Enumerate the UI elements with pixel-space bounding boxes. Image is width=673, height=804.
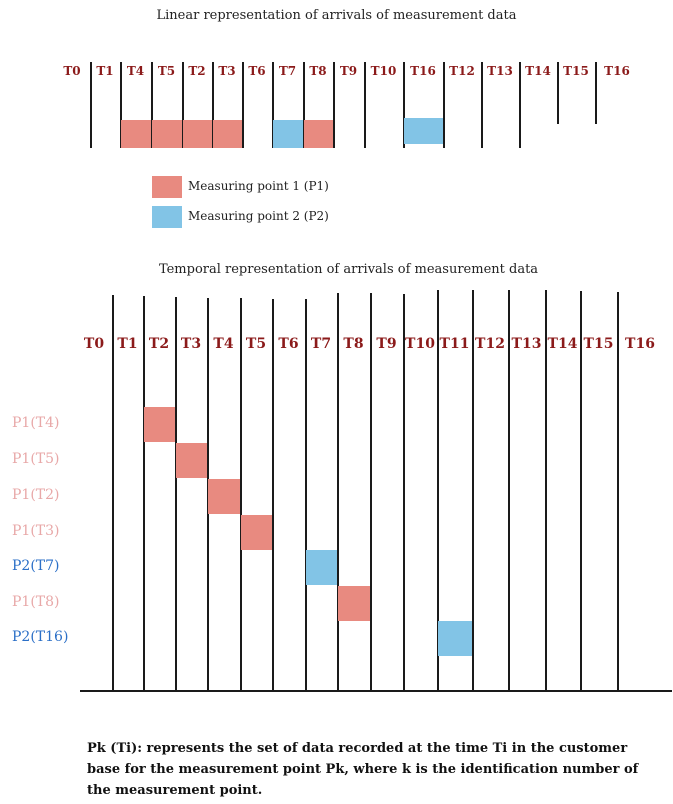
row-label: P2(T16) xyxy=(12,629,69,645)
linear-label: T16 xyxy=(410,64,436,78)
temporal-divider xyxy=(370,293,372,690)
linear-title: Linear representation of arrivals of mea… xyxy=(156,8,517,23)
linear-cell-p1 xyxy=(304,120,333,148)
linear-label: T14 xyxy=(525,64,551,78)
temporal-cell-p1 xyxy=(208,479,240,514)
temporal-cell-p1 xyxy=(338,586,370,621)
temporal-label: T9 xyxy=(376,336,397,352)
temporal-divider xyxy=(403,294,405,690)
temporal-label: T4 xyxy=(213,336,234,352)
legend-label: Measuring point 2 (P2) xyxy=(188,209,329,223)
linear-label: T5 xyxy=(157,64,176,78)
linear-label: T2 xyxy=(188,64,206,78)
temporal-label: T16 xyxy=(625,336,655,352)
row-label: P1(T8) xyxy=(12,594,60,610)
row-label: P1(T2) xyxy=(12,487,60,503)
linear-divider xyxy=(182,62,184,148)
linear-divider xyxy=(481,62,483,148)
temporal-label: T13 xyxy=(511,336,542,352)
linear-divider xyxy=(595,62,597,124)
linear-label: T16 xyxy=(604,64,630,78)
linear-divider xyxy=(333,62,335,148)
linear-cell-p1 xyxy=(121,120,151,148)
temporal-cell-p2 xyxy=(306,550,337,585)
temporal-cell-p1 xyxy=(176,443,207,478)
linear-label: T13 xyxy=(487,64,513,78)
linear-cell-p2 xyxy=(404,118,443,144)
linear-cell-p1 xyxy=(152,120,182,148)
linear-label: T1 xyxy=(96,64,114,78)
temporal-label: T11 xyxy=(439,336,470,352)
temporal-label: T1 xyxy=(117,336,138,352)
temporal-label: T2 xyxy=(148,336,170,352)
linear-divider xyxy=(272,62,274,148)
temporal-divider xyxy=(175,297,177,690)
linear-divider xyxy=(242,62,244,148)
temporal-label: T7 xyxy=(310,336,332,352)
temporal-label: T8 xyxy=(343,336,364,352)
temporal-divider xyxy=(437,290,439,690)
linear-label: T8 xyxy=(309,64,327,78)
temporal-title: Temporal representation of arrivals of m… xyxy=(158,262,539,277)
temporal-label: T14 xyxy=(547,336,578,352)
linear-label: T12 xyxy=(449,64,475,78)
linear-label: T3 xyxy=(218,64,236,78)
linear-divider xyxy=(120,62,122,148)
linear-divider xyxy=(403,62,405,148)
temporal-divider xyxy=(112,295,114,690)
row-label: P1(T4) xyxy=(12,415,60,431)
temporal-divider xyxy=(580,291,582,690)
temporal-divider xyxy=(337,293,339,690)
row-label: P1(T5) xyxy=(12,451,60,467)
linear-divider xyxy=(557,62,559,124)
temporal-label: T6 xyxy=(278,336,299,352)
linear-label: T6 xyxy=(248,64,266,78)
linear-cell-p1 xyxy=(213,120,242,148)
linear-divider xyxy=(364,62,366,148)
linear-label: T7 xyxy=(278,64,297,78)
temporal-cell-p1 xyxy=(241,515,272,550)
linear-label: T0 xyxy=(63,64,81,78)
temporal-divider xyxy=(240,298,242,690)
temporal-baseline xyxy=(80,690,672,692)
legend-swatch-p1 xyxy=(152,176,182,198)
temporal-divider xyxy=(508,290,510,690)
linear-label: T4 xyxy=(126,64,145,78)
temporal-label: T3 xyxy=(180,336,202,352)
temporal-divider xyxy=(472,290,474,690)
temporal-divider xyxy=(545,290,547,690)
linear-divider xyxy=(519,62,521,148)
linear-cell-p2 xyxy=(273,120,303,148)
temporal-divider xyxy=(617,292,619,690)
temporal-divider xyxy=(305,299,307,690)
linear-label: T10 xyxy=(370,64,397,78)
temporal-cell-p2 xyxy=(438,621,472,656)
linear-divider xyxy=(303,62,305,148)
linear-cell-p1 xyxy=(183,120,212,148)
temporal-label: T10 xyxy=(405,336,435,352)
legend-label: Measuring point 1 (P1) xyxy=(188,179,329,193)
linear-divider xyxy=(151,62,153,148)
linear-label: T15 xyxy=(563,64,589,78)
temporal-label: T5 xyxy=(245,336,267,352)
temporal-label: T12 xyxy=(475,336,505,352)
linear-divider xyxy=(443,62,445,148)
row-label: P1(T3) xyxy=(12,523,60,539)
linear-divider xyxy=(90,62,92,148)
linear-label: T9 xyxy=(339,64,358,78)
legend-swatch-p2 xyxy=(152,206,182,228)
linear-divider xyxy=(212,62,214,148)
temporal-divider xyxy=(143,296,145,690)
temporal-divider xyxy=(272,299,274,690)
row-label: P2(T7) xyxy=(12,558,60,574)
temporal-label: T0 xyxy=(83,336,105,352)
footnote: Pk (Ti): represents the set of data reco… xyxy=(87,741,639,798)
temporal-cell-p1 xyxy=(144,407,175,442)
temporal-label: T15 xyxy=(583,336,614,352)
